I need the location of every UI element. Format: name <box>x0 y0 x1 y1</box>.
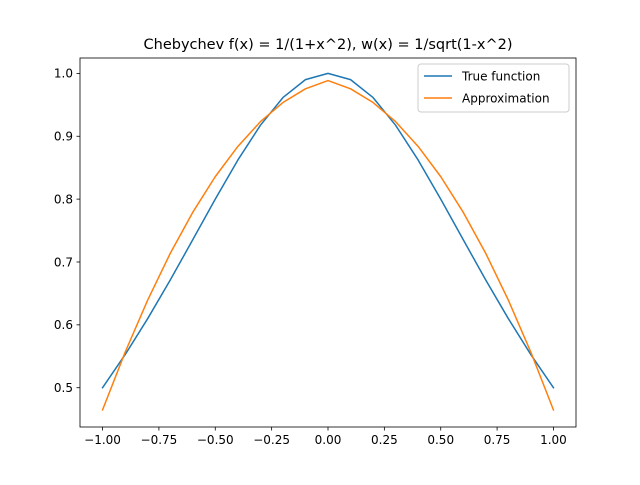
x-tick-label: −0.75 <box>141 433 178 447</box>
y-tick-label: 0.5 <box>54 381 73 395</box>
x-tick-label: 0.25 <box>371 433 398 447</box>
legend-label-true-function: True function <box>461 70 540 84</box>
x-tick-label: 0.75 <box>484 433 511 447</box>
x-tick-label: 1.00 <box>540 433 567 447</box>
plot-area <box>80 58 576 427</box>
legend-box <box>417 63 570 113</box>
legend: True function Approximation <box>417 63 570 113</box>
legend-label-approximation: Approximation <box>462 92 550 106</box>
x-tick-label: 0.50 <box>427 433 454 447</box>
chart-title: Chebychev f(x) = 1/(1+x^2), w(x) = 1/sqr… <box>144 37 513 53</box>
x-axis: −1.00 −0.75 −0.50 −0.25 0.00 0.25 0.50 0.75 1.00 <box>84 427 567 447</box>
series-line-approximation <box>101 79 555 411</box>
x-tick-label: −0.25 <box>253 433 290 447</box>
y-tick-label: 0.7 <box>54 255 73 269</box>
y-tick-label: 1.0 <box>54 67 73 81</box>
y-tick-label: 0.8 <box>54 192 73 206</box>
series-line-true-function <box>101 72 555 389</box>
x-tick-label: 0.00 <box>315 433 342 447</box>
y-tick-label: 0.6 <box>54 318 73 332</box>
y-axis: 0.5 0.6 0.7 0.8 0.9 1.0 <box>54 67 80 395</box>
x-tick-label: −1.00 <box>84 433 121 447</box>
series-layer <box>101 72 555 411</box>
x-tick-label: −0.50 <box>197 433 234 447</box>
y-tick-label: 0.9 <box>54 130 73 144</box>
plot-frame <box>79 57 577 428</box>
